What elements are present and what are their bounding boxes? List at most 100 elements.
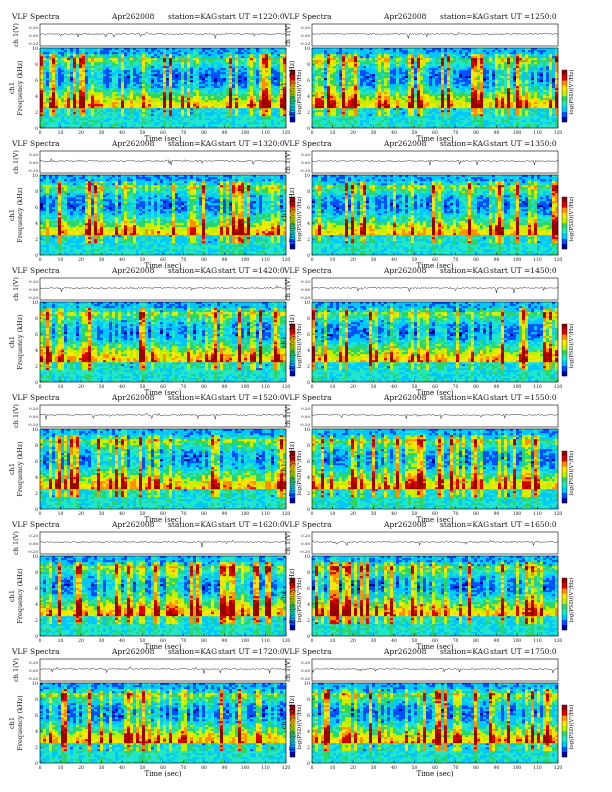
spectrogram-cell (43, 116, 47, 119)
spectrogram-cell (348, 60, 352, 63)
spectrogram-cell (351, 84, 355, 87)
spectrogram-cell (196, 106, 200, 109)
spectrogram-cell (274, 98, 278, 101)
spectrogram-cell (184, 78, 188, 81)
spectrogram-cell (109, 98, 113, 101)
spectrogram-cell (43, 126, 47, 129)
spectrogram-cell (274, 100, 278, 103)
spectrogram-cell (58, 94, 62, 97)
spectrogram-cell (208, 124, 212, 127)
spectrogram-cell (223, 96, 227, 99)
spectrogram-cell (372, 96, 376, 99)
spectrogram-cell (217, 88, 221, 91)
spectrogram-cell (70, 78, 74, 81)
spectrogram-cell (390, 58, 394, 61)
spectrogram-cell (190, 48, 194, 51)
spectrogram-cell (49, 52, 53, 55)
spectrogram-cell (384, 88, 388, 91)
spectrogram-cell (178, 124, 182, 127)
spectrogram-cell (268, 126, 272, 129)
spectrogram-cell (390, 90, 394, 93)
spectrogram-cell (70, 72, 74, 75)
spectrogram-cell (324, 80, 328, 83)
spectrogram-cell (265, 110, 269, 113)
spectrogram-cell (333, 80, 337, 83)
spectrogram-cell (217, 124, 221, 127)
spectrogram-cell (64, 114, 68, 117)
spectrogram-cell (118, 82, 122, 85)
spectrogram-cell (268, 90, 272, 93)
spectrogram-cell (205, 64, 209, 67)
spectrogram-cell (223, 124, 227, 127)
spectrogram-cell (49, 122, 53, 125)
spectrogram-cell (52, 110, 56, 113)
spectrogram-cell (324, 60, 328, 63)
spectrogram-cell (223, 78, 227, 81)
spectrogram-cell (414, 66, 418, 69)
spectrogram-cell (55, 126, 59, 129)
spectrogram-cell (259, 78, 263, 81)
spectrogram-cell (378, 94, 382, 97)
spectrogram-cell (375, 92, 379, 95)
spectrogram-cell (139, 90, 143, 93)
spectrogram-cell (61, 54, 65, 57)
spectrogram-cell (139, 124, 143, 127)
spectrogram-cell (283, 52, 287, 55)
spectrogram-cell (351, 78, 355, 81)
spectrogram-cell (381, 58, 385, 61)
spectrogram-cell (217, 92, 221, 95)
spectrogram-cell (271, 114, 275, 117)
spectrogram-cell (121, 118, 125, 121)
spectrogram-cell (250, 100, 254, 103)
spectrogram-cell (130, 80, 134, 83)
spectrogram-cell (178, 82, 182, 85)
spectrogram-cell (115, 94, 119, 97)
spectrogram-cell (280, 116, 284, 119)
spectrogram-cell (190, 122, 194, 125)
spectrogram-cell (58, 98, 62, 101)
spectrogram-cell (283, 112, 287, 115)
spectrogram-cell (348, 54, 352, 57)
spectrogram-cell (127, 76, 131, 79)
spectrogram-cell (196, 86, 200, 89)
spectrogram-cell (253, 50, 257, 53)
spectrogram-cell (106, 78, 110, 81)
spectrogram-cell (67, 72, 71, 75)
spectrogram-cell (85, 126, 89, 129)
spectrogram-cell (339, 118, 343, 121)
spectrogram-cell (220, 78, 224, 81)
spectrogram-cell (372, 80, 376, 83)
spectrogram-cell (426, 62, 430, 65)
spectrogram-cell (381, 78, 385, 81)
spectrogram-cell (429, 102, 433, 105)
spectrogram-cell (142, 124, 146, 127)
spectrogram-cell (399, 92, 403, 95)
spectrogram-cell (214, 116, 218, 119)
spectrogram-cell (43, 70, 47, 73)
spectrogram-cell (220, 126, 224, 129)
spectrogram-cell (262, 88, 266, 91)
spectrogram-cell (187, 70, 191, 73)
spectrogram-cell (103, 62, 107, 65)
spectrogram-cell (160, 106, 164, 109)
spectrogram-cell (268, 70, 272, 73)
spectrogram-cell (211, 90, 215, 93)
spectrogram-cell (193, 56, 197, 59)
spectrogram-cell (55, 122, 59, 125)
spectrogram-cell (330, 86, 334, 89)
spectrogram-cell (112, 102, 116, 105)
spectrogram-cell (357, 72, 361, 75)
spectrogram-cell (70, 60, 74, 63)
spectrogram-cell (91, 114, 95, 117)
spectrogram-cell (103, 56, 107, 59)
spectrogram-cell (357, 90, 361, 93)
spectrogram-cell (196, 96, 200, 99)
spectrogram-cell (205, 94, 209, 97)
spectrogram-cell (40, 60, 44, 63)
spectrogram-cell (226, 74, 230, 77)
spectrogram-cell (64, 58, 68, 61)
spectrogram-cell (52, 74, 56, 77)
spectrogram-cell (181, 86, 185, 89)
spectrogram-cell (121, 112, 125, 115)
spectrogram-cell (199, 98, 203, 101)
